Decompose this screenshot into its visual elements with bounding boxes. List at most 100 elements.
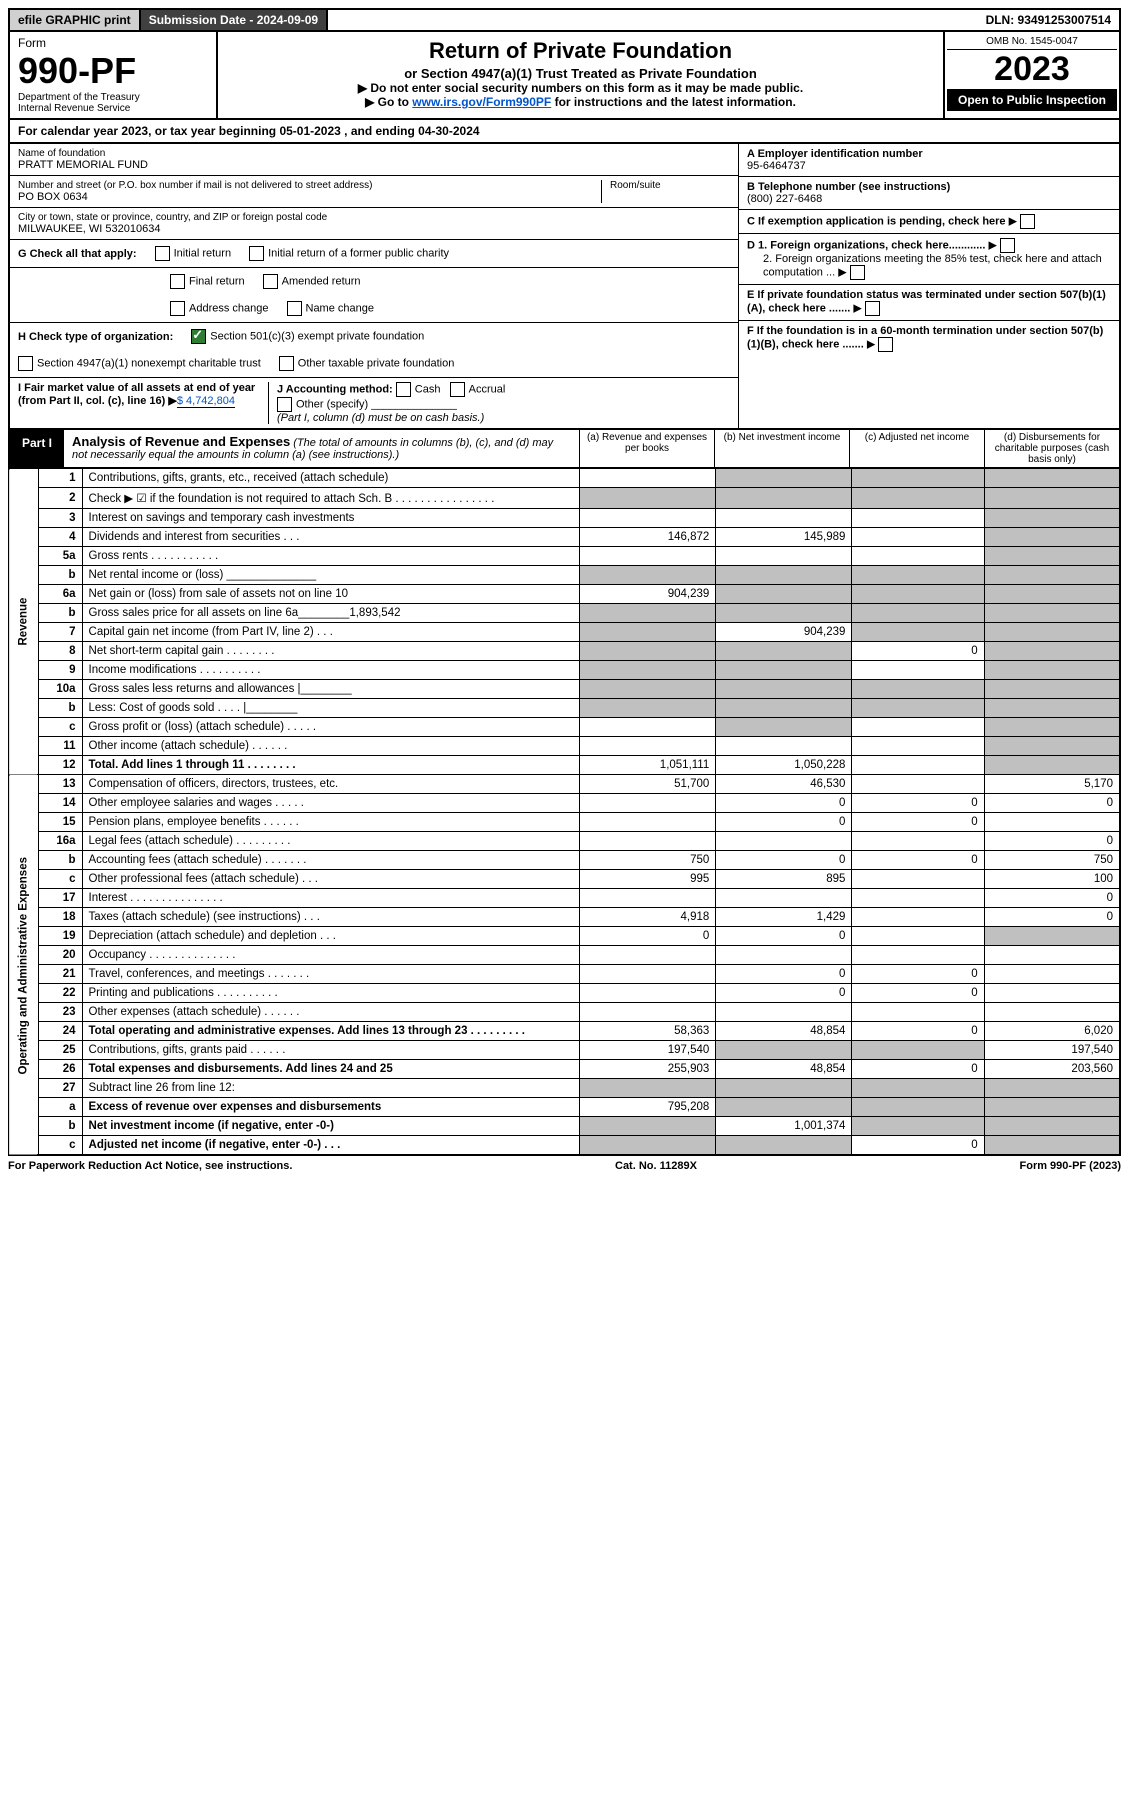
cell-value: 904,239 — [716, 623, 852, 642]
cell-value — [580, 642, 716, 661]
line-description: Total operating and administrative expen… — [82, 1022, 580, 1041]
line-number: 14 — [38, 794, 82, 813]
initial-return-label: Initial return — [174, 247, 231, 259]
cell-value — [852, 870, 984, 889]
col-c-header: (c) Adjusted net income — [849, 430, 984, 467]
line-number: b — [38, 604, 82, 623]
cell-value — [852, 680, 984, 699]
form-title: Return of Private Foundation — [226, 38, 935, 64]
efile-print-button[interactable]: efile GRAPHIC print — [10, 10, 141, 30]
cell-value — [580, 794, 716, 813]
line-number: c — [38, 870, 82, 889]
e-checkbox[interactable] — [865, 301, 880, 316]
initial-former-label: Initial return of a former public charit… — [268, 247, 449, 259]
c-checkbox[interactable] — [1020, 214, 1035, 229]
final-return-checkbox[interactable] — [170, 274, 185, 289]
cell-value: 0 — [716, 927, 852, 946]
line-description: Compensation of officers, directors, tru… — [82, 775, 580, 794]
cell-value: 0 — [852, 1060, 984, 1079]
initial-former-checkbox[interactable] — [249, 246, 264, 261]
line-description: Contributions, gifts, grants paid . . . … — [82, 1041, 580, 1060]
address-value: PO BOX 0634 — [18, 191, 601, 203]
info-section: Name of foundation PRATT MEMORIAL FUND N… — [8, 144, 1121, 430]
accrual-checkbox[interactable] — [450, 382, 465, 397]
line-description: Excess of revenue over expenses and disb… — [82, 1098, 580, 1117]
cell-value — [580, 604, 716, 623]
line-description: Other income (attach schedule) . . . . .… — [82, 737, 580, 756]
cell-value — [580, 889, 716, 908]
other-method-checkbox[interactable] — [277, 397, 292, 412]
4947-checkbox[interactable] — [18, 356, 33, 371]
form-number: 990-PF — [18, 50, 208, 92]
warning-ssn: ▶ Do not enter social security numbers o… — [226, 81, 935, 95]
cell-value — [580, 832, 716, 851]
line-number: 23 — [38, 1003, 82, 1022]
line-number: 7 — [38, 623, 82, 642]
line-number: 15 — [38, 813, 82, 832]
cash-checkbox[interactable] — [396, 382, 411, 397]
line-description: Legal fees (attach schedule) . . . . . .… — [82, 832, 580, 851]
line-description: Pension plans, employee benefits . . . .… — [82, 813, 580, 832]
address-change-checkbox[interactable] — [170, 301, 185, 316]
cell-value — [984, 585, 1120, 604]
line-description: Net investment income (if negative, ente… — [82, 1117, 580, 1136]
cell-value — [984, 1117, 1120, 1136]
col-d-header: (d) Disbursements for charitable purpose… — [984, 430, 1119, 467]
cell-value: 0 — [984, 794, 1120, 813]
name-change-label: Name change — [306, 302, 375, 314]
cell-value — [852, 585, 984, 604]
cell-value: 0 — [852, 1022, 984, 1041]
f-checkbox[interactable] — [878, 337, 893, 352]
cell-value — [984, 756, 1120, 775]
d2-checkbox[interactable] — [850, 265, 865, 280]
footer-form: Form 990-PF (2023) — [1020, 1160, 1121, 1172]
line-description: Net short-term capital gain . . . . . . … — [82, 642, 580, 661]
city-label: City or town, state or province, country… — [18, 212, 730, 223]
other-taxable-checkbox[interactable] — [279, 356, 294, 371]
cell-value — [984, 699, 1120, 718]
fmv-value: $ 4,742,804 — [177, 395, 235, 408]
cell-value — [852, 927, 984, 946]
initial-return-checkbox[interactable] — [155, 246, 170, 261]
cell-value: 0 — [580, 927, 716, 946]
cell-value — [852, 1098, 984, 1117]
cell-value: 0 — [852, 794, 984, 813]
line-number: b — [38, 699, 82, 718]
col-b-header: (b) Net investment income — [714, 430, 849, 467]
cell-value: 0 — [852, 642, 984, 661]
cell-value — [984, 642, 1120, 661]
cell-value — [716, 1003, 852, 1022]
cell-value — [580, 965, 716, 984]
line-number: 24 — [38, 1022, 82, 1041]
cell-value — [716, 469, 852, 488]
cell-value — [852, 604, 984, 623]
cell-value — [852, 623, 984, 642]
col-a-header: (a) Revenue and expenses per books — [579, 430, 714, 467]
cell-value: 0 — [852, 965, 984, 984]
foundation-name: PRATT MEMORIAL FUND — [18, 159, 730, 171]
address-change-label: Address change — [189, 302, 269, 314]
line-description: Adjusted net income (if negative, enter … — [82, 1136, 580, 1156]
line-number: b — [38, 851, 82, 870]
cell-value: 0 — [852, 851, 984, 870]
cell-value: 0 — [716, 965, 852, 984]
cell-value — [984, 1079, 1120, 1098]
cell-value — [852, 1079, 984, 1098]
calendar-year-line: For calendar year 2023, or tax year begi… — [8, 120, 1121, 144]
line-number: 1 — [38, 469, 82, 488]
amended-checkbox[interactable] — [263, 274, 278, 289]
d1-checkbox[interactable] — [1000, 238, 1015, 253]
line-number: 26 — [38, 1060, 82, 1079]
line-number: 2 — [38, 488, 82, 509]
city-value: MILWAUKEE, WI 532010634 — [18, 223, 730, 235]
cell-value: 995 — [580, 870, 716, 889]
cell-value — [716, 1079, 852, 1098]
line-description: Depreciation (attach schedule) and deple… — [82, 927, 580, 946]
line-description: Capital gain net income (from Part IV, l… — [82, 623, 580, 642]
501c3-checkbox[interactable] — [191, 329, 206, 344]
name-change-checkbox[interactable] — [287, 301, 302, 316]
cell-value — [716, 642, 852, 661]
line-number: c — [38, 718, 82, 737]
form990pf-link[interactable]: www.irs.gov/Form990PF — [412, 95, 551, 109]
line-description: Gross sales price for all assets on line… — [82, 604, 580, 623]
